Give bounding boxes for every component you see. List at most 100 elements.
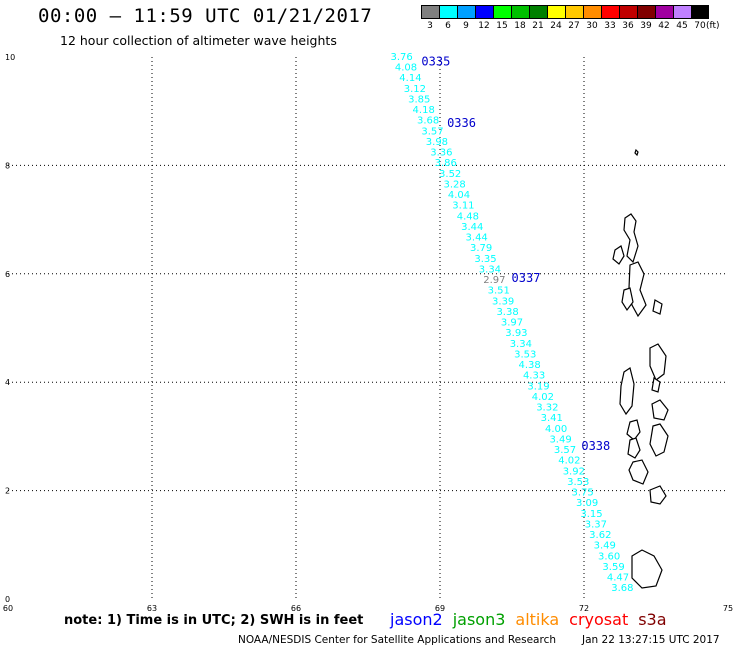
- scale-label: 15: [496, 21, 508, 31]
- satellite-legend-cryosat: cryosat: [569, 610, 629, 629]
- lon-tick-label: 75: [723, 604, 733, 613]
- time-label: 0335: [421, 54, 450, 68]
- island-outline: [652, 299, 663, 315]
- swh-value: 3.44: [466, 233, 488, 244]
- swh-value: 4.00: [545, 424, 567, 435]
- swh-value: 3.92: [563, 466, 585, 477]
- scale-bin: 21: [529, 5, 547, 31]
- island-outline: [649, 423, 669, 457]
- swh-value: 3.79: [470, 243, 492, 254]
- footer-timestamp: Jan 22 13:27:15 UTC 2017: [582, 634, 720, 646]
- scale-bin: 12: [475, 5, 493, 31]
- swh-value: 3.52: [439, 169, 461, 180]
- swh-value: 4.08: [395, 63, 417, 74]
- swh-value: 3.37: [585, 519, 607, 530]
- lat-tick-label: 8: [5, 161, 10, 170]
- swh-value: 3.19: [527, 381, 549, 392]
- swh-value: 3.60: [598, 551, 620, 562]
- satellite-legend-altika: altika: [515, 610, 560, 629]
- island-outline: [621, 287, 634, 312]
- scale-bin: 27: [565, 5, 583, 31]
- time-label: 0336: [447, 116, 476, 130]
- scale-bin: 70: [691, 5, 709, 31]
- scale-bin: 18: [511, 5, 529, 31]
- swh-value: 3.34: [479, 264, 501, 275]
- scale-swatch: [511, 5, 529, 19]
- swh-value: 3.93: [505, 328, 527, 339]
- lat-tick-label: 2: [5, 487, 10, 496]
- island-outline: [626, 419, 641, 441]
- scale-bin: 9: [457, 5, 475, 31]
- swh-value: 3.51: [488, 286, 510, 297]
- swh-value: 3.53: [514, 349, 536, 360]
- scale-swatch: [619, 5, 637, 19]
- lon-tick-label: 60: [3, 604, 13, 613]
- swh-value: 3.86: [435, 158, 457, 169]
- wave-height-color-scale: 3 6 9 12 15 18 21 24 27 30 33 36 39 42 45 70 (ft): [421, 5, 720, 31]
- swh-value: 3.12: [404, 84, 426, 95]
- lon-tick-label: 69: [435, 604, 445, 613]
- island-outline: [627, 437, 641, 459]
- swh-value: 4.38: [519, 360, 541, 371]
- lat-tick-label: 4: [5, 378, 10, 387]
- scale-label: 36: [622, 21, 634, 31]
- island-outline: [628, 459, 649, 485]
- island-outline: [612, 245, 625, 265]
- scale-swatch: [637, 5, 655, 19]
- lon-tick-label: 66: [291, 604, 301, 613]
- swh-value: 3.39: [492, 296, 514, 307]
- note-text: note: 1) Time is in UTC; 2) SWH is in fe…: [64, 613, 364, 628]
- lon-tick-label: 72: [579, 604, 589, 613]
- swh-value: 4.47: [607, 573, 629, 584]
- lat-tick-label: 0: [5, 595, 10, 604]
- scale-label: 45: [676, 21, 688, 31]
- scale-swatch: [457, 5, 475, 19]
- swh-value: 3.59: [602, 562, 624, 573]
- scale-swatch: [601, 5, 619, 19]
- scale-label: 18: [514, 21, 526, 31]
- scale-swatch: [673, 5, 691, 19]
- swh-value: 3.62: [589, 530, 611, 541]
- scale-bin: 36: [619, 5, 637, 31]
- scale-label: 42: [658, 21, 670, 31]
- scale-label: 27: [568, 21, 580, 31]
- island-outline: [619, 367, 635, 416]
- scale-swatch: [655, 5, 673, 19]
- scale-label: 24: [550, 21, 562, 31]
- scale-bin: 24: [547, 5, 565, 31]
- swh-value: 3.15: [580, 509, 602, 520]
- satellite-legend-jason2: jason2: [390, 610, 443, 629]
- lon-tick-label: 63: [147, 604, 157, 613]
- swh-value: 3.97: [501, 318, 523, 329]
- swh-value: 3.34: [510, 339, 532, 350]
- scale-label: 30: [586, 21, 598, 31]
- swh-value: 4.14: [399, 73, 421, 84]
- satellite-legend-s3a: s3a: [638, 610, 667, 629]
- island-outline: [651, 399, 669, 421]
- swh-value: 3.68: [417, 116, 439, 127]
- scale-unit-label: (ft): [706, 21, 720, 31]
- scale-bin: 3: [421, 5, 439, 31]
- scale-label: 70: [694, 21, 706, 31]
- scale-bin: 15: [493, 5, 511, 31]
- scale-bin: 33: [601, 5, 619, 31]
- time-label: 0338: [581, 439, 610, 453]
- island-outline: [623, 213, 639, 264]
- scale-label: 3: [427, 21, 433, 31]
- lat-tick-label: 6: [5, 270, 10, 279]
- page-title: 00:00 – 11:59 UTC 01/21/2017: [38, 5, 373, 27]
- lat-tick-label: 10: [5, 53, 15, 62]
- swh-value: 3.28: [443, 179, 465, 190]
- swh-value: 4.33: [523, 371, 545, 382]
- swh-value: 3.41: [541, 413, 563, 424]
- swh-value: 4.02: [532, 392, 554, 403]
- swh-value: 3.11: [452, 201, 474, 212]
- swh-value: 3.53: [567, 477, 589, 488]
- swh-value: 3.49: [549, 434, 571, 445]
- scale-swatch: [691, 5, 709, 19]
- swh-value: 4.18: [413, 105, 435, 116]
- island-outline: [631, 549, 663, 589]
- time-label: 0337: [512, 271, 541, 285]
- scale-label: 12: [478, 21, 490, 31]
- swh-value: 3.57: [554, 445, 576, 456]
